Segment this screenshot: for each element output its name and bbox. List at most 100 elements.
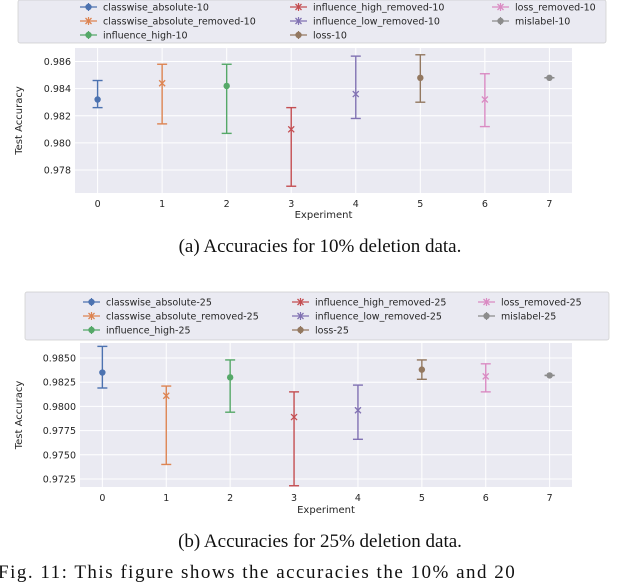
legend-marker [85,17,92,25]
legend-label: loss_removed-25 [501,298,582,309]
legend-label: loss-10 [313,31,347,42]
errorbar-point [157,63,168,125]
legend-label: mislabel-10 [515,17,570,28]
errorbar-point [416,359,427,380]
x-tick-label: 1 [159,199,165,210]
legend-item: classwise_absolute_removed-10 [80,17,256,28]
x-tick-label: 3 [291,493,297,504]
x-tick-label: 5 [417,199,423,210]
legend-marker [88,298,95,306]
legend-label: influence_high-25 [106,326,191,337]
data-point [287,125,295,133]
errorbar-point [415,54,426,103]
y-tick-label: 0.978 [44,165,71,176]
x-axis-label: Experiment [297,505,355,516]
y-tick-label: 0.984 [44,84,71,95]
x-tick-label: 7 [546,199,552,210]
data-point [94,96,101,103]
y-tick-label: 0.9800 [43,402,76,413]
legend-label: influence_low_removed-10 [313,17,440,28]
legend-item: loss_removed-10 [492,3,596,14]
data-point [99,369,106,376]
legend-label: classwise_absolute-10 [103,3,209,14]
legend-label: classwise_absolute-25 [106,298,212,309]
legend-item: mislabel-10 [492,17,570,28]
data-point [290,413,298,421]
x-tick-label: 5 [419,493,425,504]
data-point [546,372,553,379]
legend-marker [85,31,92,39]
errorbar-point [480,363,491,393]
errorbar-point [544,372,555,379]
legend-label: influence_high_removed-10 [313,3,444,14]
legend-marker [295,17,302,25]
legend-marker [295,3,302,11]
x-tick-label: 0 [95,199,101,210]
errorbar-point [479,73,490,128]
y-tick-label: 0.9725 [43,474,76,485]
errorbar-point [352,384,363,440]
errorbar-point [289,391,300,487]
caption-b: (b) Accuracies for 25% deletion data. [178,531,462,552]
data-point [482,372,490,380]
legend-label: classwise_absolute_removed-25 [106,312,259,323]
data-point [162,392,170,400]
y-tick-label: 0.982 [44,111,71,122]
y-tick-label: 0.9850 [43,354,76,365]
y-axis-label: Test Accuracy [14,86,25,156]
legend-item: mislabel-25 [478,312,556,323]
legend-label: classwise_absolute_removed-10 [103,17,256,28]
errorbar-point [286,106,297,187]
legend-marker [497,17,504,25]
plot-area [75,48,572,193]
legend-item: classwise_absolute-10 [80,3,209,14]
legend-item: influence_high_removed-25 [292,298,446,309]
y-tick-label: 0.986 [44,57,71,68]
x-tick-label: 3 [288,199,294,210]
legend-item: influence_high-10 [80,31,188,42]
figure-caption: Fig. 11: This figure shows the accuracie… [0,562,517,583]
plot-area [80,343,572,487]
x-tick-label: 4 [355,493,361,504]
legend-label: influence_low_removed-25 [315,312,442,323]
legend-label: influence_high-10 [103,31,188,42]
legend-item: influence_high_removed-10 [290,3,444,14]
legend-label: loss_removed-10 [515,3,596,14]
x-tick-label: 6 [482,199,488,210]
legend-item: influence_low_removed-25 [292,312,442,323]
y-tick-label: 0.980 [44,138,71,149]
legend-label: influence_high_removed-25 [315,298,446,309]
data-point [418,366,426,373]
legend-item: classwise_absolute-25 [83,298,212,309]
errorbar-point [161,385,172,466]
data-point [226,374,234,381]
legend: classwise_absolute-10 classwise_absolute_… [17,0,607,44]
errorbar-point [225,359,236,413]
data-point [352,90,360,98]
x-axis-label: Experiment [295,210,353,221]
legend-marker [297,298,304,306]
x-tick-label: 6 [483,493,489,504]
legend-marker [295,31,302,39]
legend-marker [297,312,304,320]
legend-label: mislabel-25 [501,312,556,323]
legend-item: influence_high-25 [83,326,191,337]
legend-item: influence_low_removed-10 [290,17,440,28]
errorbar-point [544,74,555,82]
x-tick-label: 4 [353,199,359,210]
legend-item: loss_removed-25 [478,298,582,309]
data-point [481,96,489,103]
x-tick-label: 7 [547,493,553,504]
legend-box [17,0,607,44]
legend-marker [297,326,304,334]
x-tick-label: 0 [99,493,105,504]
legend: classwise_absolute-25 classwise_absolute_… [24,291,610,341]
y-tick-label: 0.9825 [43,378,76,389]
legend-marker [483,298,490,306]
data-point [223,82,230,90]
data-point [417,74,424,82]
legend-marker [85,3,92,11]
errorbar-point [350,55,361,120]
errorbar-point [97,345,108,389]
x-tick-label: 2 [224,199,230,210]
